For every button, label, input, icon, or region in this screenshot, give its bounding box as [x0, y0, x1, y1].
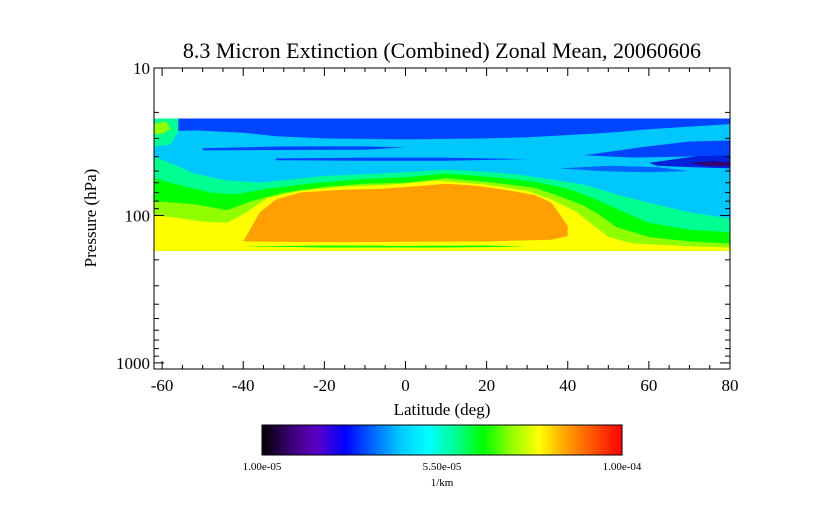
bottom-green-streak	[243, 245, 528, 248]
colorbar	[261, 424, 623, 456]
right-purple-patch	[689, 161, 730, 166]
colorbar-min-label: 1.00e-05	[243, 461, 282, 473]
x-tick-label: -20	[313, 376, 336, 395]
plot-frame	[153, 67, 731, 370]
x-tick-label: 80	[722, 376, 739, 395]
colorbar-mid-label: 5.50e-05	[423, 461, 462, 473]
upper-blue-band	[154, 118, 730, 140]
y-tick-label: 100	[125, 206, 151, 225]
x-tick-label: 40	[559, 376, 576, 395]
axis-ticks: -60 -40 -20 0 20 40 60 80 10 100 1000	[116, 59, 739, 395]
colorbar-units-label: 1/km	[431, 477, 454, 489]
orange-core	[243, 183, 568, 243]
left-edge-yellowgreen	[154, 121, 171, 134]
right-blue-patch	[584, 140, 730, 158]
x-tick-label: -60	[151, 376, 174, 395]
blue-streak-2	[275, 157, 528, 161]
y-axis-label: Pressure (hPa)	[81, 169, 100, 268]
chart-title: 8.3 Micron Extinction (Combined) Zonal M…	[183, 38, 701, 63]
blue-streak-1	[202, 146, 406, 151]
bottom-yellow-streak	[600, 244, 690, 248]
x-axis-label: Latitude (deg)	[394, 400, 491, 419]
colorbar-max-label: 1.00e-04	[603, 461, 642, 473]
contour-field	[154, 118, 730, 251]
blue-streak-3	[559, 165, 690, 173]
y-tick-label: 10	[133, 59, 150, 78]
x-tick-label: 20	[478, 376, 495, 395]
y-tick-label: 1000	[116, 354, 150, 373]
x-tick-label: 0	[401, 376, 410, 395]
x-tick-label: 60	[640, 376, 657, 395]
x-tick-label: -40	[232, 376, 255, 395]
